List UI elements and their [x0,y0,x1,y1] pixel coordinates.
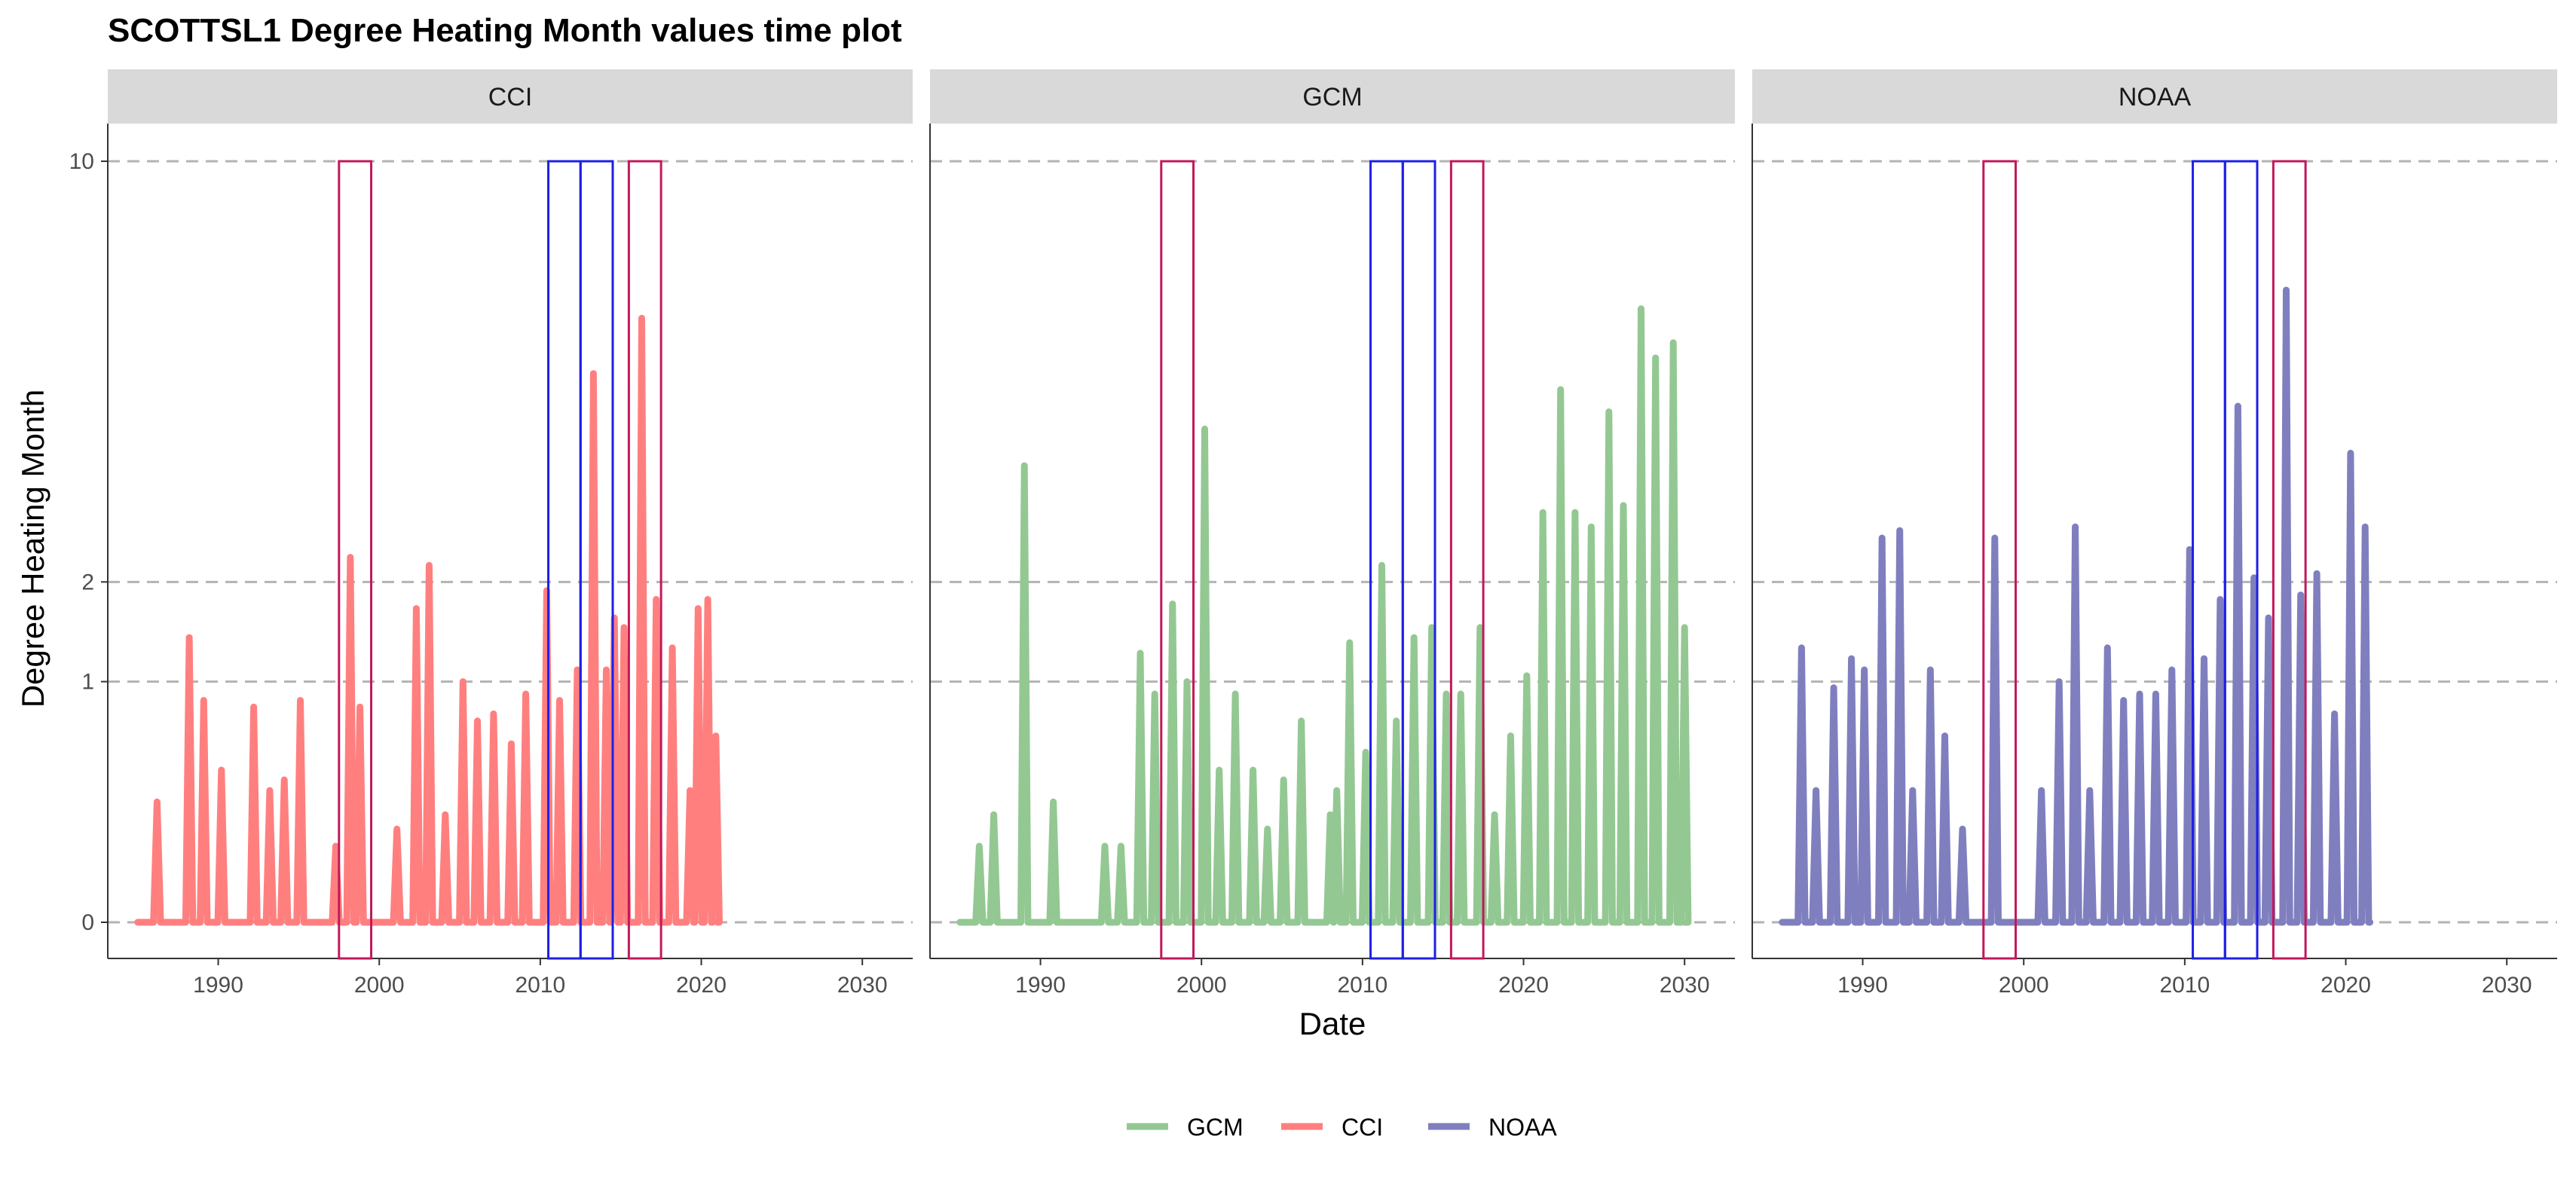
event-window-crimson [2272,160,2307,960]
legend: GCM CCI NOAA [1127,1114,1557,1141]
facet-panels: CCI 0 1 2 10 1990 2000 2010 2020 2030 GCM 1990 2000 2… [69,69,2557,998]
x-tick-label: 2010 [2159,973,2210,998]
y-tick-label: 10 [69,149,94,174]
y-axis-title: Degree Heating Month [15,390,50,708]
event-window-blue [579,160,614,960]
facet-panel-gcm: GCM 1990 2000 2010 2020 2030 [929,69,1735,998]
facet-strip-label: CCI [488,83,533,112]
event-window-crimson [1449,160,1485,960]
facet-strip [1752,69,2557,124]
facet-strip [108,69,913,124]
x-tick-label: 1990 [1837,973,1888,998]
x-tick-label: 2030 [837,973,888,998]
x-tick-label: 2000 [1176,973,1227,998]
x-tick-label: 2010 [1337,973,1387,998]
facet-panel-noaa: NOAA 1990 2000 2010 2020 2030 [1751,69,2557,998]
x-tick-label: 2020 [1498,973,1549,998]
x-axis-title: Date [1299,1006,1366,1041]
facet-panel-cci: CCI 0 1 2 10 1990 2000 2010 2020 2030 [69,69,913,998]
x-tick-label: 2020 [676,973,727,998]
legend-label-cci: CCI [1342,1114,1383,1141]
chart-title: SCOTTSL1 Degree Heating Month values tim… [108,12,902,49]
x-tick-label: 2030 [2482,973,2532,998]
x-tick-label: 1990 [193,973,243,998]
legend-label-noaa: NOAA [1488,1114,1557,1141]
x-tick-label: 2000 [1999,973,2049,998]
y-tick-label: 1 [81,670,94,695]
y-tick-label: 0 [81,910,94,935]
event-window-blue [1401,160,1436,960]
event-window-crimson [627,160,662,960]
series-line-noaa [1779,286,2374,926]
x-tick-label: 2000 [354,973,405,998]
x-tick-label: 2020 [2321,973,2371,998]
x-tick-label: 2030 [1660,973,1710,998]
event-window-crimson [338,160,373,960]
x-tick-label: 1990 [1015,973,1066,998]
event-window-crimson [1160,160,1195,960]
series-line-gcm [956,305,1692,926]
facet-strip [930,69,1735,124]
event-window-blue [2223,160,2259,960]
y-tick-label: 2 [81,570,94,595]
facet-strip-label: NOAA [2119,83,2192,112]
x-tick-label: 2010 [515,973,565,998]
event-window-crimson [1982,160,2018,960]
legend-label-gcm: GCM [1187,1114,1244,1141]
series-line-cci [134,314,723,926]
facet-strip-label: GCM [1302,83,1362,112]
